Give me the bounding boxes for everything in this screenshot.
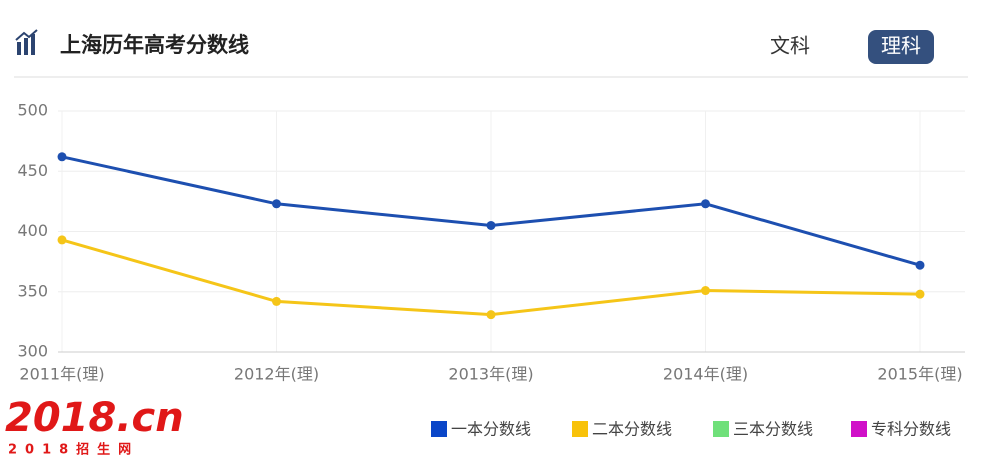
y-tick-label: 350 [17,281,48,300]
y-tick-label: 450 [17,161,48,180]
logo-sub: 2018招生网 [8,442,139,458]
legend-label: 专科分数线 [871,420,951,439]
legend-swatch [572,421,588,437]
point [915,289,925,299]
point [57,152,67,162]
logo: 2018.cn [5,395,184,441]
legend-label: 三本分数线 [733,420,813,439]
x-tick-label: 2013年(理) [448,365,533,384]
legend-label: 二本分数线 [592,420,672,439]
x-tick-label: 2011年(理) [19,365,104,384]
point [57,235,67,245]
tab[interactable]: 文科 [770,34,810,58]
legend-swatch [431,421,447,437]
chart-title: 上海历年高考分数线 [60,33,249,57]
x-tick-label: 2014年(理) [663,365,748,384]
tab-active-bg [868,30,934,64]
tab-active[interactable]: 理科 [881,34,921,58]
point [486,220,496,230]
legend-swatch [851,421,867,437]
point [486,310,496,320]
x-tick-label: 2015年(理) [877,365,962,384]
y-tick-label: 400 [17,221,48,240]
point [701,286,710,296]
point [272,296,281,306]
x-tick-label: 2012年(理) [234,365,319,384]
y-tick-label: 500 [17,101,48,120]
legend-label: 一本分数线 [451,420,531,439]
point [915,260,925,270]
header-icon [15,29,38,55]
legend-swatch [713,421,729,437]
point [272,199,281,209]
y-tick-label: 300 [17,342,48,361]
point [701,199,710,209]
